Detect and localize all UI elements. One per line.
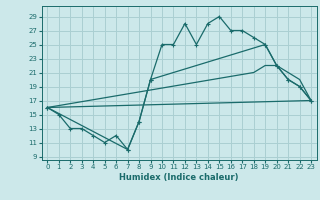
X-axis label: Humidex (Indice chaleur): Humidex (Indice chaleur): [119, 173, 239, 182]
